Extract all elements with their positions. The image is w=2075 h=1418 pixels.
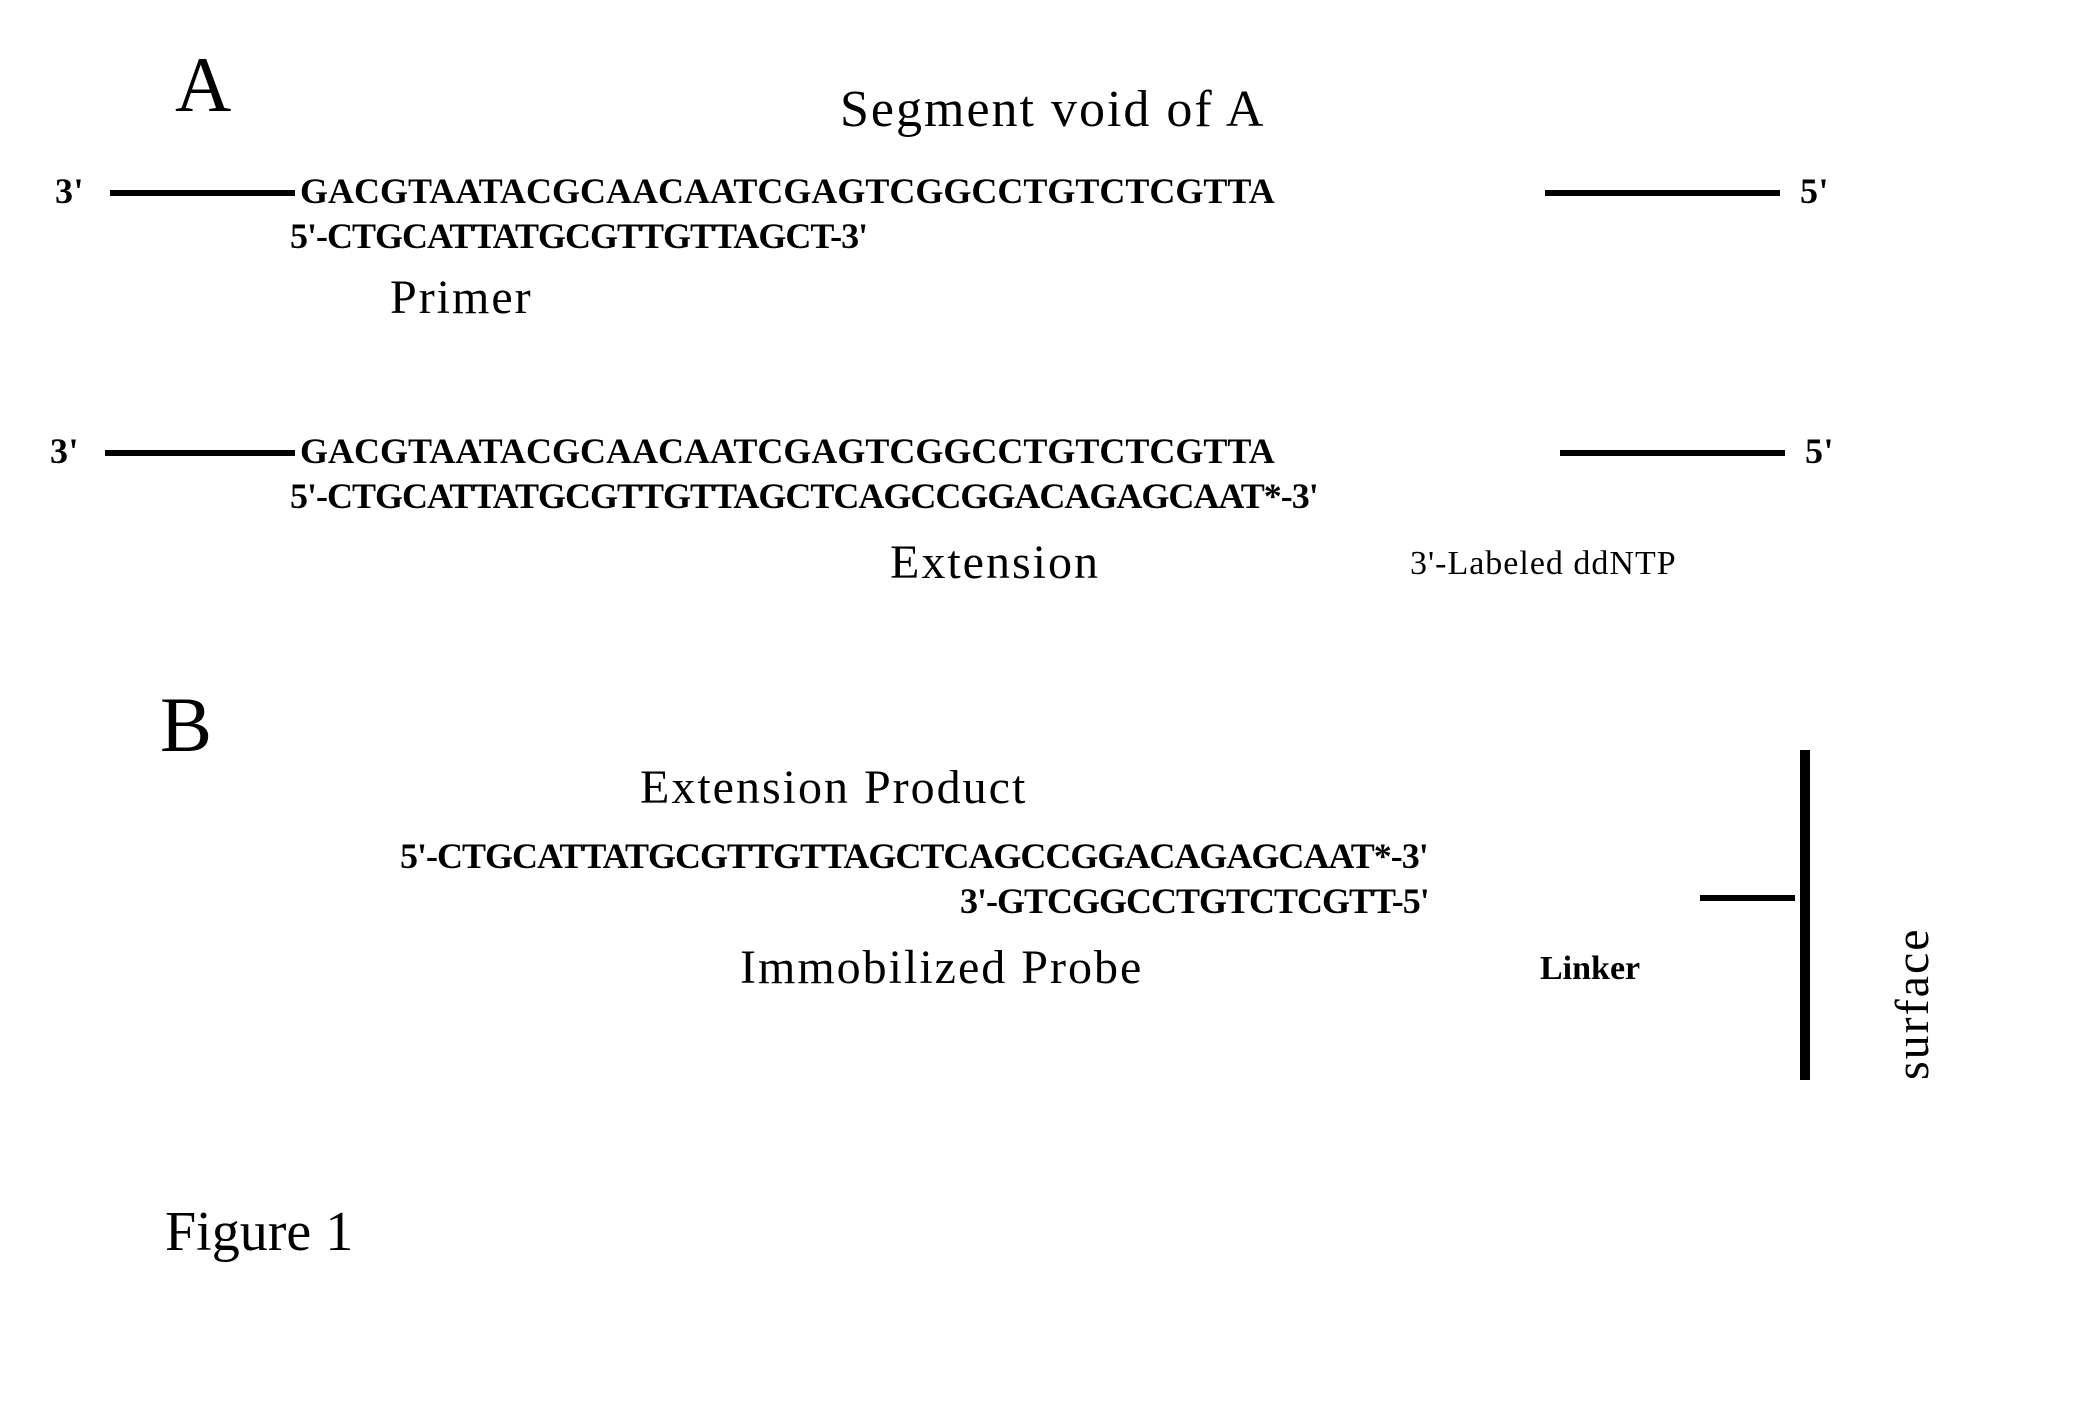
row1-template-seq: GACGTAATACGCAACAATCGAGTCGGCCTGTCTCGTTA	[300, 170, 1275, 212]
row2-template-seq: GACGTAATACGCAACAATCGAGTCGGCCTGTCTCGTTA	[300, 430, 1275, 472]
row2-right-line	[1560, 450, 1785, 456]
linker-label: Linker	[1540, 950, 1640, 988]
row1-3prime: 3'	[55, 170, 84, 212]
row2-left-line	[105, 450, 295, 456]
row2-5prime: 5'	[1805, 430, 1834, 472]
figure-canvas: A Segment void of A 3' GACGTAATACGCAACAA…	[0, 0, 2075, 1418]
immobilized-probe-seq: 3'-GTCGGCCTGTCTCGTT-5'	[960, 880, 1429, 922]
row2-3prime: 3'	[50, 430, 79, 472]
extended-seq: 5'-CTGCATTATGCGTTGTTAGCTCAGCCGGACAGAGCAA…	[290, 475, 1318, 517]
segment-title: Segment void of A	[840, 80, 1265, 139]
row1-5prime: 5'	[1800, 170, 1829, 212]
immobilized-probe-label: Immobilized Probe	[740, 940, 1143, 995]
extension-label: Extension	[890, 535, 1100, 590]
primer-seq: 5'-CTGCATTATGCGTTGTTAGCT-3'	[290, 215, 867, 257]
surface-line	[1800, 750, 1810, 1080]
linker-line	[1700, 895, 1795, 901]
panel-b-label: B	[160, 680, 212, 770]
extension-product-label: Extension Product	[640, 760, 1027, 815]
row1-right-line	[1545, 190, 1780, 196]
ddntp-label: 3'-Labeled ddNTP	[1410, 545, 1677, 583]
row1-left-line	[110, 190, 295, 196]
panel-a-label: A	[175, 40, 231, 130]
figure-caption: Figure 1	[165, 1200, 353, 1264]
extension-product-seq: 5'-CTGCATTATGCGTTGTTAGCTCAGCCGGACAGAGCAA…	[400, 835, 1428, 877]
primer-label: Primer	[390, 270, 533, 325]
surface-label: surface	[1885, 927, 1940, 1080]
